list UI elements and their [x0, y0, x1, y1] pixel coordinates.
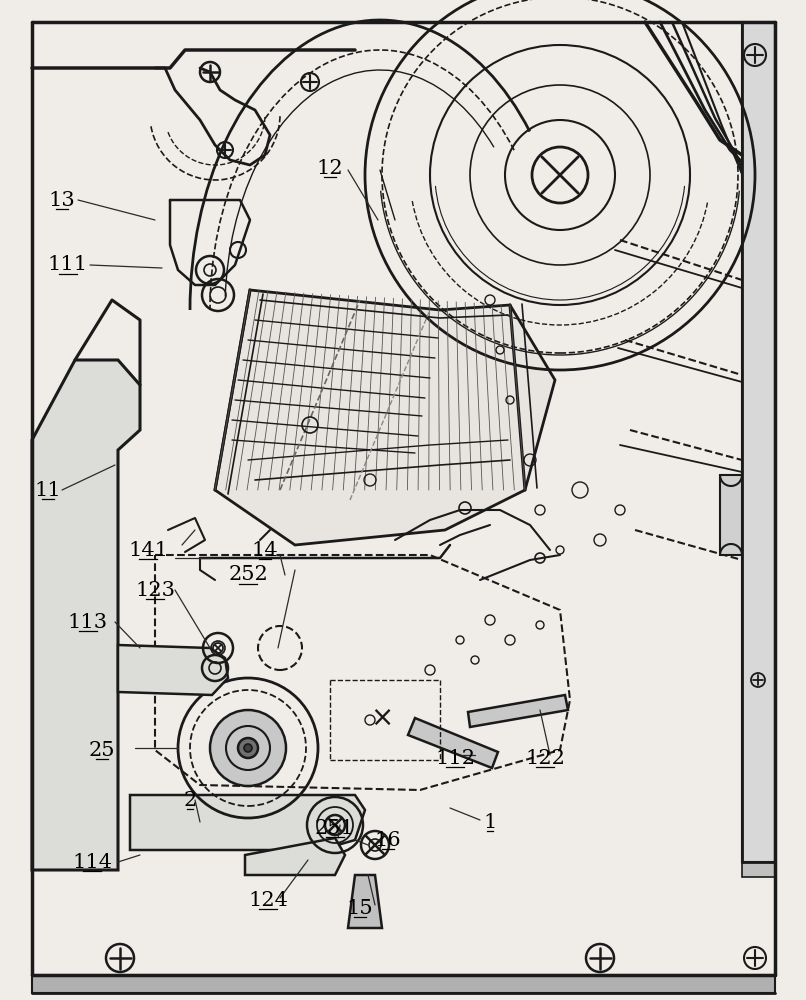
Text: 25: 25 — [89, 740, 115, 760]
Polygon shape — [130, 795, 365, 850]
Polygon shape — [408, 718, 498, 768]
Text: 112: 112 — [435, 748, 475, 768]
Circle shape — [210, 710, 286, 786]
Bar — [32, 975, 775, 993]
Polygon shape — [468, 695, 568, 727]
Text: 111: 111 — [48, 255, 88, 274]
Text: 13: 13 — [48, 190, 76, 210]
Text: ×: × — [371, 704, 393, 732]
Bar — [720, 475, 742, 555]
Text: 251: 251 — [315, 818, 355, 838]
Circle shape — [238, 738, 258, 758]
Text: 14: 14 — [251, 540, 278, 560]
Polygon shape — [32, 360, 140, 870]
Bar — [742, 862, 775, 877]
Text: 141: 141 — [128, 540, 168, 560]
Circle shape — [244, 744, 252, 752]
Polygon shape — [245, 838, 345, 875]
Polygon shape — [215, 290, 555, 545]
Polygon shape — [118, 645, 228, 695]
Bar — [742, 22, 775, 862]
Text: 123: 123 — [135, 580, 175, 599]
Polygon shape — [348, 875, 382, 928]
Text: 114: 114 — [72, 852, 112, 871]
Text: 11: 11 — [35, 481, 61, 499]
Text: 12: 12 — [317, 158, 343, 178]
Text: 124: 124 — [248, 890, 288, 910]
Text: 2: 2 — [184, 790, 197, 810]
Text: 16: 16 — [375, 830, 401, 850]
Text: 122: 122 — [525, 748, 565, 768]
Text: 1: 1 — [484, 812, 496, 832]
Text: 113: 113 — [68, 612, 108, 632]
Text: 15: 15 — [347, 898, 373, 918]
Text: 252: 252 — [228, 566, 268, 584]
